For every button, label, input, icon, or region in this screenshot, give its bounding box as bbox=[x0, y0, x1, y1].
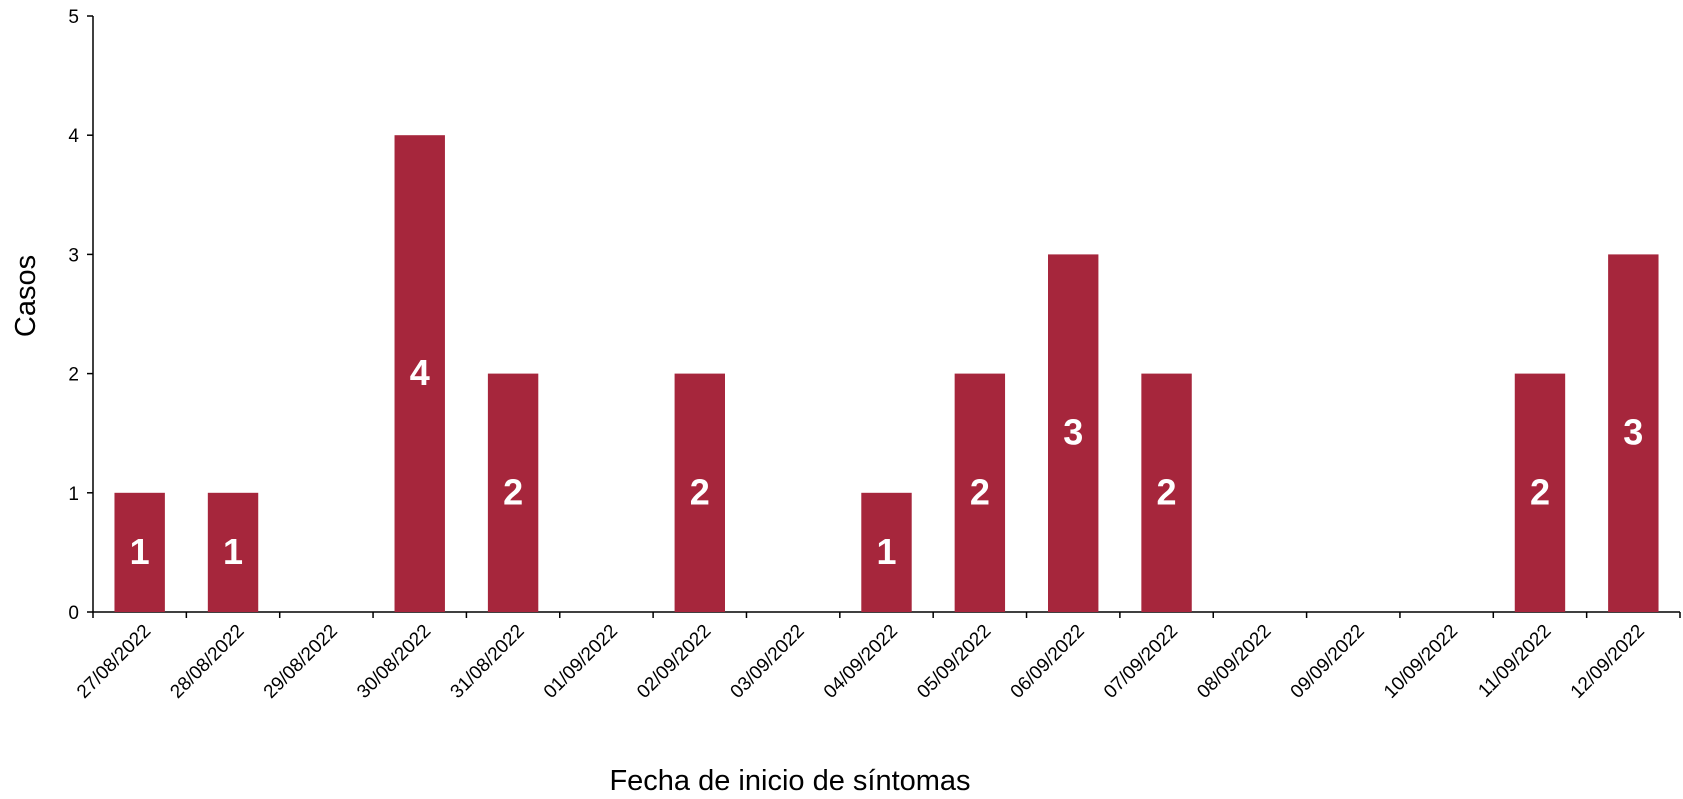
data-label: 3 bbox=[1063, 412, 1083, 453]
bar bbox=[207, 492, 259, 612]
y-tick-label: 3 bbox=[68, 245, 79, 266]
y-tick-label: 2 bbox=[68, 365, 79, 386]
x-tick-label: 07/09/2022 bbox=[1100, 621, 1182, 703]
x-tick-label: 31/08/2022 bbox=[447, 621, 529, 703]
x-tick-label: 28/08/2022 bbox=[166, 621, 248, 703]
bar bbox=[114, 492, 165, 612]
x-tick-label: 12/09/2022 bbox=[1567, 621, 1649, 703]
data-label: 2 bbox=[690, 471, 710, 512]
x-tick-label: 03/09/2022 bbox=[727, 621, 809, 703]
data-label: 1 bbox=[130, 531, 150, 572]
x-tick-label: 29/08/2022 bbox=[260, 621, 342, 703]
data-label: 1 bbox=[876, 531, 896, 572]
y-tick-label: 4 bbox=[68, 126, 79, 147]
bar bbox=[674, 373, 725, 612]
x-tick-label: 06/09/2022 bbox=[1007, 621, 1089, 703]
x-axis-title: Fecha de inicio de síntomas bbox=[609, 765, 970, 797]
x-tick-label: 04/09/2022 bbox=[820, 621, 902, 703]
x-tick-label: 10/09/2022 bbox=[1380, 621, 1462, 703]
data-label: 2 bbox=[970, 471, 990, 512]
x-tick-label: 09/09/2022 bbox=[1287, 621, 1369, 703]
x-tick-label: 02/09/2022 bbox=[633, 621, 715, 703]
bar bbox=[861, 492, 912, 612]
y-tick-label: 1 bbox=[68, 484, 79, 505]
bar bbox=[1141, 373, 1192, 612]
bar bbox=[954, 373, 1006, 612]
data-label: 2 bbox=[1157, 471, 1177, 512]
x-tick-label: 05/09/2022 bbox=[913, 621, 995, 703]
x-tick-label: 30/08/2022 bbox=[353, 621, 435, 703]
data-label: 2 bbox=[1530, 471, 1550, 512]
data-label: 3 bbox=[1623, 412, 1643, 453]
x-tick-label: 08/09/2022 bbox=[1193, 621, 1275, 703]
y-tick-label: 0 bbox=[68, 603, 79, 624]
data-label: 2 bbox=[503, 471, 523, 512]
data-label: 4 bbox=[410, 352, 430, 393]
x-tick-label: 01/09/2022 bbox=[540, 621, 622, 703]
y-axis-title: Casos bbox=[10, 255, 42, 337]
y-tick-label: 5 bbox=[68, 7, 79, 28]
bar bbox=[1608, 254, 1659, 612]
x-tick-label: 27/08/2022 bbox=[73, 621, 155, 703]
bar bbox=[1048, 254, 1099, 612]
bar bbox=[394, 135, 445, 612]
bar bbox=[1514, 373, 1566, 612]
bar bbox=[487, 373, 539, 612]
data-label: 1 bbox=[223, 531, 243, 572]
x-tick-label: 11/09/2022 bbox=[1474, 621, 1555, 702]
